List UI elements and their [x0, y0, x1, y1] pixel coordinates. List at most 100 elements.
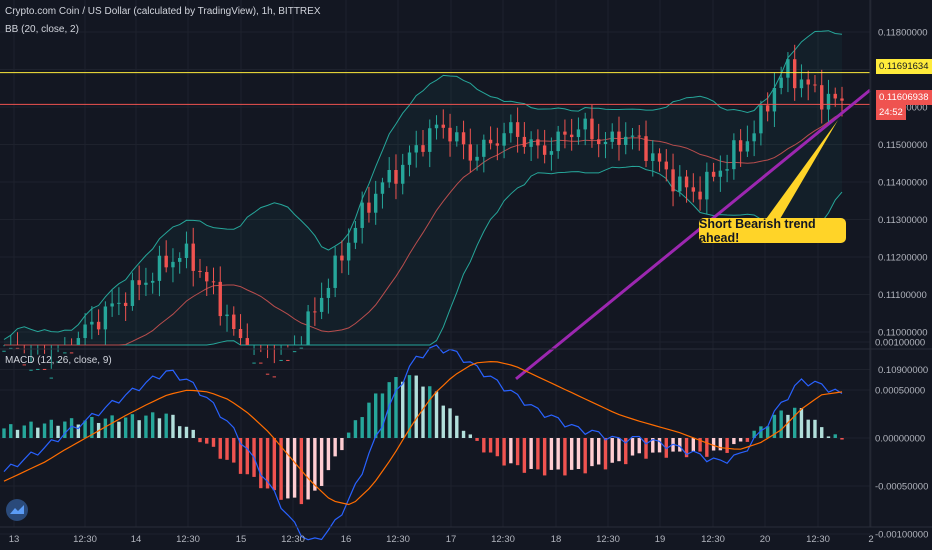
- candle-body: [765, 105, 770, 112]
- macd-histogram-bar: [482, 438, 486, 453]
- macd-histogram-bar: [56, 425, 60, 438]
- macd-indicator-label[interactable]: MACD (12, 26, close, 9): [5, 355, 112, 366]
- time-axis-label: 12:30: [176, 534, 200, 545]
- candle-body: [461, 132, 466, 145]
- candle-body: [529, 139, 533, 147]
- candle-body: [319, 297, 324, 312]
- candle-body: [184, 243, 189, 259]
- macd-histogram-bar: [617, 438, 621, 462]
- macd-histogram-bar: [468, 434, 473, 438]
- macd-histogram-bar: [765, 426, 770, 438]
- macd-line: [3, 344, 843, 541]
- bb-fill: [4, 30, 842, 345]
- candle-body: [49, 377, 54, 379]
- macd-histogram-bar: [306, 438, 310, 500]
- candle-body: [691, 187, 696, 192]
- time-axis-label: 17: [446, 534, 457, 545]
- candle-body: [678, 176, 682, 192]
- macd-histogram-bar: [394, 377, 398, 438]
- candle-body: [806, 79, 810, 85]
- ascending-trendline: [515, 88, 871, 381]
- macd-histogram-bar: [711, 438, 716, 451]
- macd-histogram-bar: [428, 386, 432, 438]
- macd-histogram-bar: [563, 438, 567, 476]
- macd-histogram-bar: [678, 438, 682, 452]
- macd-histogram-bar: [461, 430, 466, 438]
- macd-axis-label: -0.00100000: [875, 530, 928, 541]
- macd-histogram-bar: [178, 426, 182, 438]
- candle-body: [475, 156, 479, 161]
- macd-histogram-bar: [705, 438, 709, 457]
- candle-body: [421, 145, 425, 152]
- time-axis-label: 20: [760, 534, 771, 545]
- candle-body: [29, 369, 33, 371]
- candle-body: [637, 135, 641, 137]
- annotation-callout[interactable]: Short Bearish trend ahead!: [699, 217, 846, 245]
- macd-histogram-bar: [779, 410, 783, 438]
- candle-body: [96, 321, 101, 330]
- candle-body: [171, 261, 175, 268]
- candle-body: [732, 140, 736, 170]
- macd-histogram-bar: [360, 417, 364, 438]
- macd-histogram-bar: [245, 438, 249, 475]
- price-axis-label: 0.11500000: [878, 140, 928, 151]
- macd-histogram-bar: [691, 438, 696, 452]
- macd-histogram-bar: [198, 438, 202, 443]
- macd-histogram-bar: [191, 429, 195, 438]
- candle-body: [191, 243, 195, 271]
- macd-axis-label: 0.00050000: [875, 386, 925, 397]
- macd-histogram-bar: [529, 438, 533, 469]
- candle-body: [150, 280, 155, 283]
- candle-body: [360, 202, 364, 228]
- candle-body: [792, 59, 797, 89]
- candle-body: [103, 306, 108, 330]
- time-axis-label: 13: [9, 534, 20, 545]
- macd-histogram-bar: [110, 415, 114, 438]
- macd-histogram-bar: [651, 438, 655, 453]
- candle-body: [738, 140, 743, 152]
- bb-indicator-label[interactable]: BB (20, close, 2): [5, 24, 79, 35]
- candle-body: [414, 145, 418, 153]
- macd-histogram-bar: [130, 414, 135, 438]
- candle-body: [779, 77, 783, 88]
- macd-histogram-bar: [799, 408, 804, 438]
- candle-body: [549, 151, 554, 155]
- candle-body: [651, 153, 655, 161]
- candle-body: [799, 79, 804, 89]
- candle-body: [346, 242, 351, 261]
- candle-body: [448, 127, 452, 142]
- candle-body: [597, 139, 601, 145]
- candle-body: [718, 170, 723, 177]
- candle-body: [603, 141, 608, 145]
- tradingview-logo-icon[interactable]: [6, 499, 28, 521]
- last-price-tag: 0.11606938: [876, 90, 932, 105]
- macd-histogram-bar: [90, 416, 94, 438]
- callout-pointer: [766, 120, 838, 219]
- macd-histogram-bar: [49, 419, 54, 438]
- bollinger-bands: [3, 30, 843, 346]
- time-axis-label: 19: [655, 534, 666, 545]
- candle-body: [299, 347, 304, 349]
- candle-body: [711, 171, 716, 177]
- candle-body: [664, 161, 668, 170]
- candle-body: [387, 169, 391, 183]
- macd-histogram-bar: [333, 438, 337, 457]
- trendline[interactable]: [515, 88, 871, 381]
- candle-body: [56, 361, 60, 363]
- candle-body: [340, 255, 344, 261]
- macd-histogram-bar: [448, 408, 452, 438]
- candle-body: [617, 131, 621, 145]
- macd-histogram-bar: [630, 438, 635, 456]
- macd-histogram-bar: [2, 428, 6, 438]
- chart-title: Crypto.com Coin / US Dollar (calculated …: [5, 6, 321, 17]
- macd-histogram-bar: [792, 407, 797, 438]
- macd-axis-label: -0.00050000: [875, 482, 928, 493]
- candle-body: [826, 93, 831, 110]
- time-axis-label: 12:30: [806, 534, 830, 545]
- macd-histogram-bar: [401, 381, 405, 438]
- time-axis-label: 12:30: [386, 534, 410, 545]
- candle-body: [225, 314, 229, 317]
- macd-histogram-bar: [205, 438, 209, 444]
- candle-body: [569, 134, 574, 138]
